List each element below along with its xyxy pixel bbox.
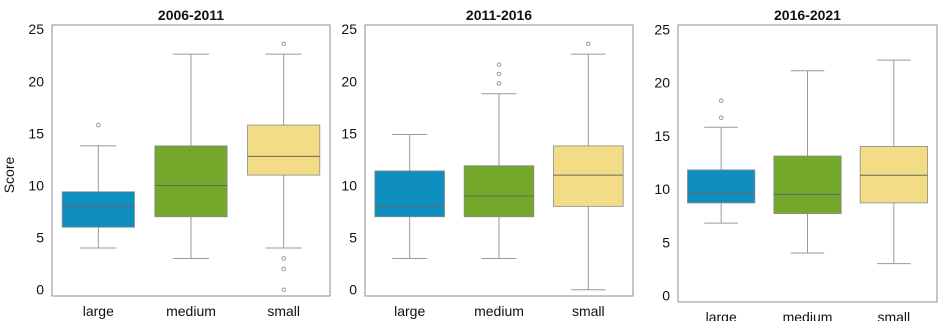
panel-frame-3 <box>677 24 938 303</box>
y-tick-label: 15 <box>654 128 670 144</box>
box-small <box>247 124 321 176</box>
y-tick-label: 10 <box>341 178 357 194</box>
x-tick-label: small <box>877 309 910 321</box>
y-tick-label: 0 <box>349 282 357 298</box>
box-small <box>553 145 624 207</box>
y-tick-label: 10 <box>28 178 44 194</box>
x-tick-label: large <box>706 309 737 321</box>
outlier-point <box>281 41 286 47</box>
outlier-point <box>496 71 502 77</box>
outlier-point <box>496 62 502 67</box>
panel-title-2: 2011-2016 <box>466 7 532 23</box>
panel-title-3: 2016-2021 <box>774 7 841 23</box>
y-tick-label: 25 <box>341 21 357 37</box>
outlier-point <box>281 266 286 272</box>
y-tick-label: 0 <box>36 282 44 298</box>
y-tick-label: 5 <box>36 230 44 246</box>
y-tick-label: 25 <box>654 21 670 37</box>
outlier-point <box>281 256 286 261</box>
x-tick-label: small <box>267 303 300 319</box>
outlier-point <box>718 98 724 103</box>
outlier-point <box>718 115 724 120</box>
box-small <box>859 146 928 204</box>
box-medium <box>773 155 842 214</box>
box-large <box>61 191 135 228</box>
box-large <box>687 169 756 204</box>
y-tick-label: 5 <box>662 234 670 250</box>
y-tick-label: 10 <box>654 181 670 197</box>
x-tick-label: medium <box>166 303 216 319</box>
panel-frame-2 <box>364 24 634 297</box>
y-tick-label: 20 <box>28 73 44 89</box>
y-tick-label: 20 <box>341 73 357 89</box>
x-tick-label: medium <box>783 309 833 321</box>
box-medium <box>154 145 228 218</box>
x-tick-label: medium <box>474 303 524 319</box>
y-tick-label: 15 <box>28 125 44 141</box>
y-axis-label: Score <box>1 157 17 194</box>
y-tick-label: 15 <box>341 125 357 141</box>
x-tick-label: large <box>394 303 425 319</box>
box-large <box>374 170 445 218</box>
x-tick-label: large <box>83 303 114 319</box>
panel-frame-1 <box>51 24 331 297</box>
y-tick-label: 20 <box>654 75 670 91</box>
x-tick-label: small <box>572 303 605 319</box>
box-medium <box>463 165 535 218</box>
y-tick-label: 5 <box>349 230 357 246</box>
outlier-point <box>496 81 502 86</box>
outlier-point <box>96 122 101 128</box>
panel-title-1: 2006-2011 <box>158 7 224 23</box>
outlier-point <box>281 287 286 293</box>
y-tick-label: 0 <box>662 288 670 304</box>
y-tick-label: 25 <box>28 21 44 37</box>
outlier-point <box>586 41 591 47</box>
